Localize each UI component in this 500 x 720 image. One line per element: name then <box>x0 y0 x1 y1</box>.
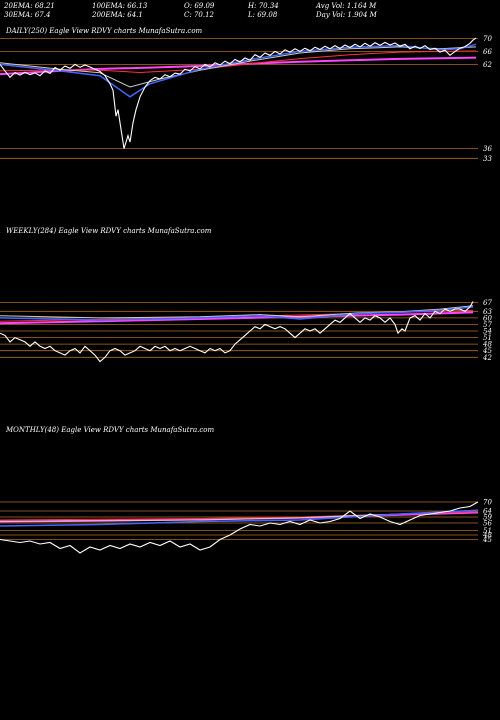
open-stat: O: 69.09 <box>184 2 215 10</box>
price-tick-label: 60 <box>483 314 492 322</box>
price-tick-label: 64 <box>483 508 492 516</box>
price-tick-label: 56 <box>483 520 492 528</box>
price-tick-label: 51 <box>483 334 492 342</box>
price-tick-label: 57 <box>483 321 492 329</box>
ema-line-30ema <box>0 509 479 522</box>
close-stat: C: 70.12 <box>184 11 214 19</box>
price-tick-label: 67 <box>483 299 492 307</box>
ema-line-200ema <box>0 511 479 523</box>
price-tick-label: 59 <box>483 514 492 522</box>
avg-vol-stat: Avg Vol: 1.164 M <box>316 2 377 10</box>
ema-line-100ema <box>0 50 477 74</box>
price-tick-label: 48 <box>482 341 492 349</box>
ema200-stat: 200EMA: 64.1 <box>92 11 143 19</box>
price-tick-label: 66 <box>483 48 492 56</box>
price-tick-label: 42 <box>482 354 492 362</box>
low-stat: L: 69.08 <box>248 11 278 19</box>
day-vol-stat: Day Vol: 1.904 M <box>316 11 377 19</box>
daily-chart-title: DAILY(250) Eagle View RDVY charts Munafa… <box>6 27 203 35</box>
daily-chart-panel: DAILY(250) Eagle View RDVY charts Munafa… <box>0 0 500 240</box>
ema30-stat: 30EMA: 67.4 <box>4 11 51 19</box>
ema-line-30ema <box>0 46 477 88</box>
ema-line-100ema <box>0 309 474 322</box>
price-line <box>0 37 477 149</box>
price-tick-label: 62 <box>483 61 492 69</box>
price-tick-label: 63 <box>483 308 492 316</box>
price-tick-label: 36 <box>483 145 492 153</box>
price-tick-label: 70 <box>483 499 492 507</box>
price-tick-label: 54 <box>483 328 492 336</box>
high-stat: H: 70.34 <box>248 2 279 10</box>
price-tick-label: 51 <box>483 527 492 535</box>
ema-line-200ema <box>0 311 474 325</box>
ema20-stat: 20EMA: 68.21 <box>4 2 55 10</box>
monthly-chart-title: MONTHLY(48) Eagle View RDVY charts Munaf… <box>6 426 215 434</box>
price-line <box>0 501 479 554</box>
ema100-stat: 100EMA: 66.13 <box>92 2 148 10</box>
price-tick-label: 70 <box>483 35 492 43</box>
ema-line-20ema <box>0 509 479 527</box>
ema-line-20ema <box>0 306 474 321</box>
ema-line-30ema <box>0 305 474 319</box>
price-tick-label: 45 <box>482 536 492 544</box>
price-tick-label: 45 <box>482 347 492 355</box>
price-line <box>0 301 474 363</box>
daily-chart: 70 66 62 36 33 <box>0 35 492 163</box>
price-tick-label: 48 <box>482 532 492 540</box>
ema-line-100ema <box>0 511 479 521</box>
price-tick-label: 33 <box>483 155 492 163</box>
